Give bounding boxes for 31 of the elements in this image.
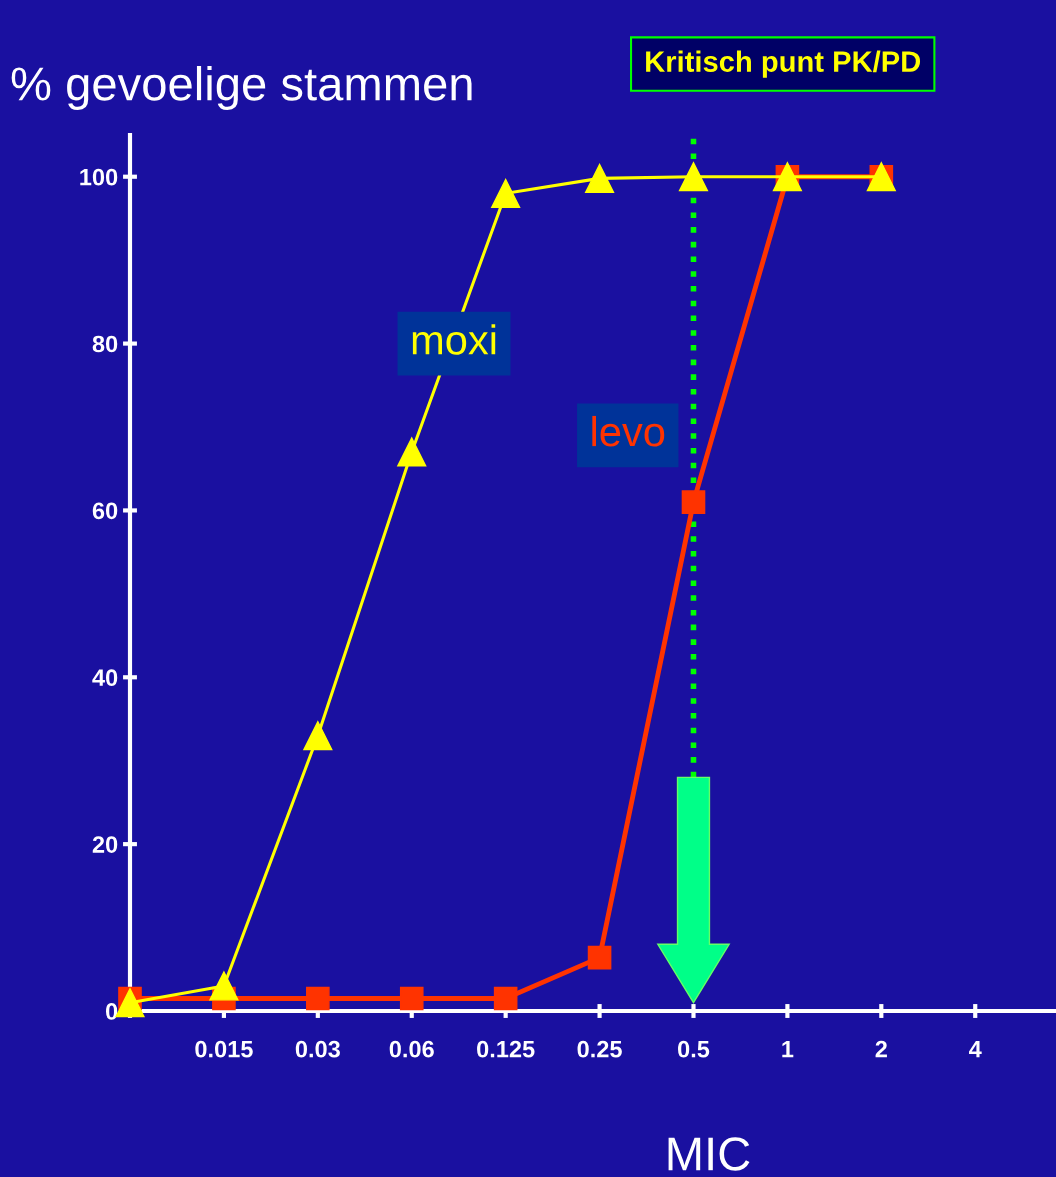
y-tick-label: 40 xyxy=(92,669,118,687)
y-tick-label: 0 xyxy=(106,1003,118,1020)
series-label: levo xyxy=(592,415,665,447)
x-tick-label: 0.03 xyxy=(295,1040,340,1058)
x-tick-label: 0.5 xyxy=(678,1040,710,1058)
point xyxy=(681,490,706,514)
x-axis-title: MIC xyxy=(668,1137,750,1171)
y-tick-label: 80 xyxy=(92,335,118,353)
point xyxy=(209,971,239,1001)
point xyxy=(587,945,612,970)
series-label: moxi xyxy=(412,324,496,355)
x-tick-label: 4 xyxy=(969,1041,982,1058)
point xyxy=(303,721,333,751)
x-tick-label: 1 xyxy=(782,1041,794,1058)
point xyxy=(678,162,709,192)
y-tick-label: 100 xyxy=(80,168,118,186)
y-tick-label: 60 xyxy=(92,502,118,520)
ref-line-label: Kritisch punt PK/PD xyxy=(646,50,921,78)
point xyxy=(493,986,518,1011)
x-tick-label: 0.06 xyxy=(389,1040,434,1058)
x-tick-label: 0.125 xyxy=(477,1040,535,1058)
point xyxy=(306,986,330,1011)
point xyxy=(491,178,521,208)
point xyxy=(584,163,615,193)
point xyxy=(397,437,427,467)
point xyxy=(399,986,424,1011)
x-tick-label: 0.015 xyxy=(195,1040,253,1058)
y-axis-title: % gevoelige stammen xyxy=(11,65,472,111)
x-tick-label: 0.25 xyxy=(577,1040,622,1058)
y-tick-label: 20 xyxy=(92,836,118,853)
x-tick-label: 2 xyxy=(875,1040,887,1058)
